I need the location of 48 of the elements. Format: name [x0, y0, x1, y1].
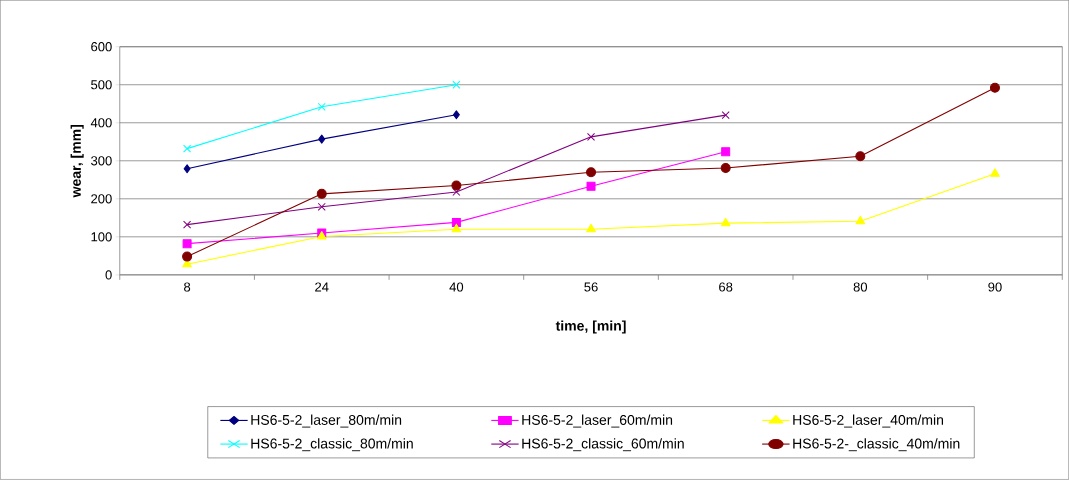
x-tick-label: 24 [315, 282, 329, 292]
x-tick-label: 8 [184, 282, 191, 292]
point [586, 223, 596, 233]
point [855, 215, 866, 225]
point [720, 163, 731, 174]
point [182, 251, 193, 262]
point [855, 151, 866, 162]
y-axis-title: wear, [mm] [70, 125, 84, 198]
legend-label: HS6-5-2_laser_60m/min [522, 414, 673, 428]
y-tick-label: 100 [91, 232, 112, 242]
point [183, 164, 191, 174]
legend-label: HS6-5-2_classic_60m/min [522, 438, 684, 452]
point [989, 82, 1000, 93]
y-tick-label: 400 [90, 118, 112, 128]
point [317, 202, 326, 211]
point [990, 168, 1000, 177]
y-tick-label: 300 [91, 156, 112, 166]
point [183, 220, 192, 229]
y-tick-label: 600 [91, 42, 112, 52]
y-tick-label: 0 [105, 270, 112, 280]
x-tick-label: 56 [584, 282, 598, 292]
point [586, 132, 596, 142]
point [183, 144, 192, 153]
x-tick-label: 40 [449, 282, 464, 292]
y-tick-label: 500 [91, 80, 112, 90]
point [452, 110, 460, 120]
point [720, 217, 731, 227]
point [721, 147, 731, 157]
point [318, 134, 326, 144]
point [317, 102, 326, 112]
legend-label: HS6-5-2-_classic_40m/min [793, 438, 960, 452]
point [182, 239, 192, 249]
x-tick-label: 90 [988, 282, 1002, 292]
y-tick-label: 200 [91, 194, 112, 204]
point [316, 189, 327, 200]
point [452, 80, 461, 89]
point [451, 223, 462, 233]
point [452, 188, 461, 197]
point [451, 180, 462, 191]
legend-label: HS6-5-2_classic_80m/min [251, 438, 413, 452]
point [586, 181, 596, 191]
legend-label: HS6-5-2_laser_40m/min [793, 414, 944, 428]
legend-label: HS6-5-2_laser_80m/min [251, 414, 402, 428]
x-tick-label: 68 [719, 282, 733, 292]
point [586, 167, 597, 178]
x-tick-label: 80 [853, 282, 868, 292]
x-axis-title: time, [min] [555, 320, 626, 334]
point [721, 111, 730, 120]
